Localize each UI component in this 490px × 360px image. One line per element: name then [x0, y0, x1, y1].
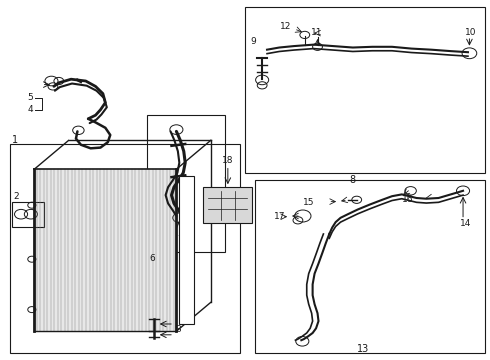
Polygon shape [34, 169, 176, 331]
Text: 3: 3 [175, 325, 181, 334]
Bar [255, 180, 485, 353]
Text: 9: 9 [250, 37, 256, 46]
Text: 15: 15 [303, 198, 314, 207]
Text: 12: 12 [280, 22, 292, 31]
Text: 11: 11 [311, 28, 322, 37]
Bar [147, 115, 225, 252]
Text: 18: 18 [222, 156, 233, 165]
Bar [179, 176, 194, 324]
Text: 6: 6 [149, 254, 155, 263]
Bar [12, 202, 44, 227]
Bar [10, 144, 240, 353]
Bar [203, 187, 252, 223]
Text: 16: 16 [402, 195, 413, 204]
Text: 14: 14 [460, 219, 471, 228]
Text: 4: 4 [27, 105, 33, 114]
Text: 2: 2 [13, 192, 19, 201]
Text: 1: 1 [12, 135, 19, 145]
Text: 8: 8 [350, 175, 356, 185]
Text: 10: 10 [465, 28, 476, 37]
Text: 7: 7 [177, 235, 183, 244]
Text: 17: 17 [274, 212, 286, 221]
Text: 13: 13 [356, 344, 368, 354]
Bar [245, 7, 485, 173]
Text: 5: 5 [27, 94, 33, 102]
